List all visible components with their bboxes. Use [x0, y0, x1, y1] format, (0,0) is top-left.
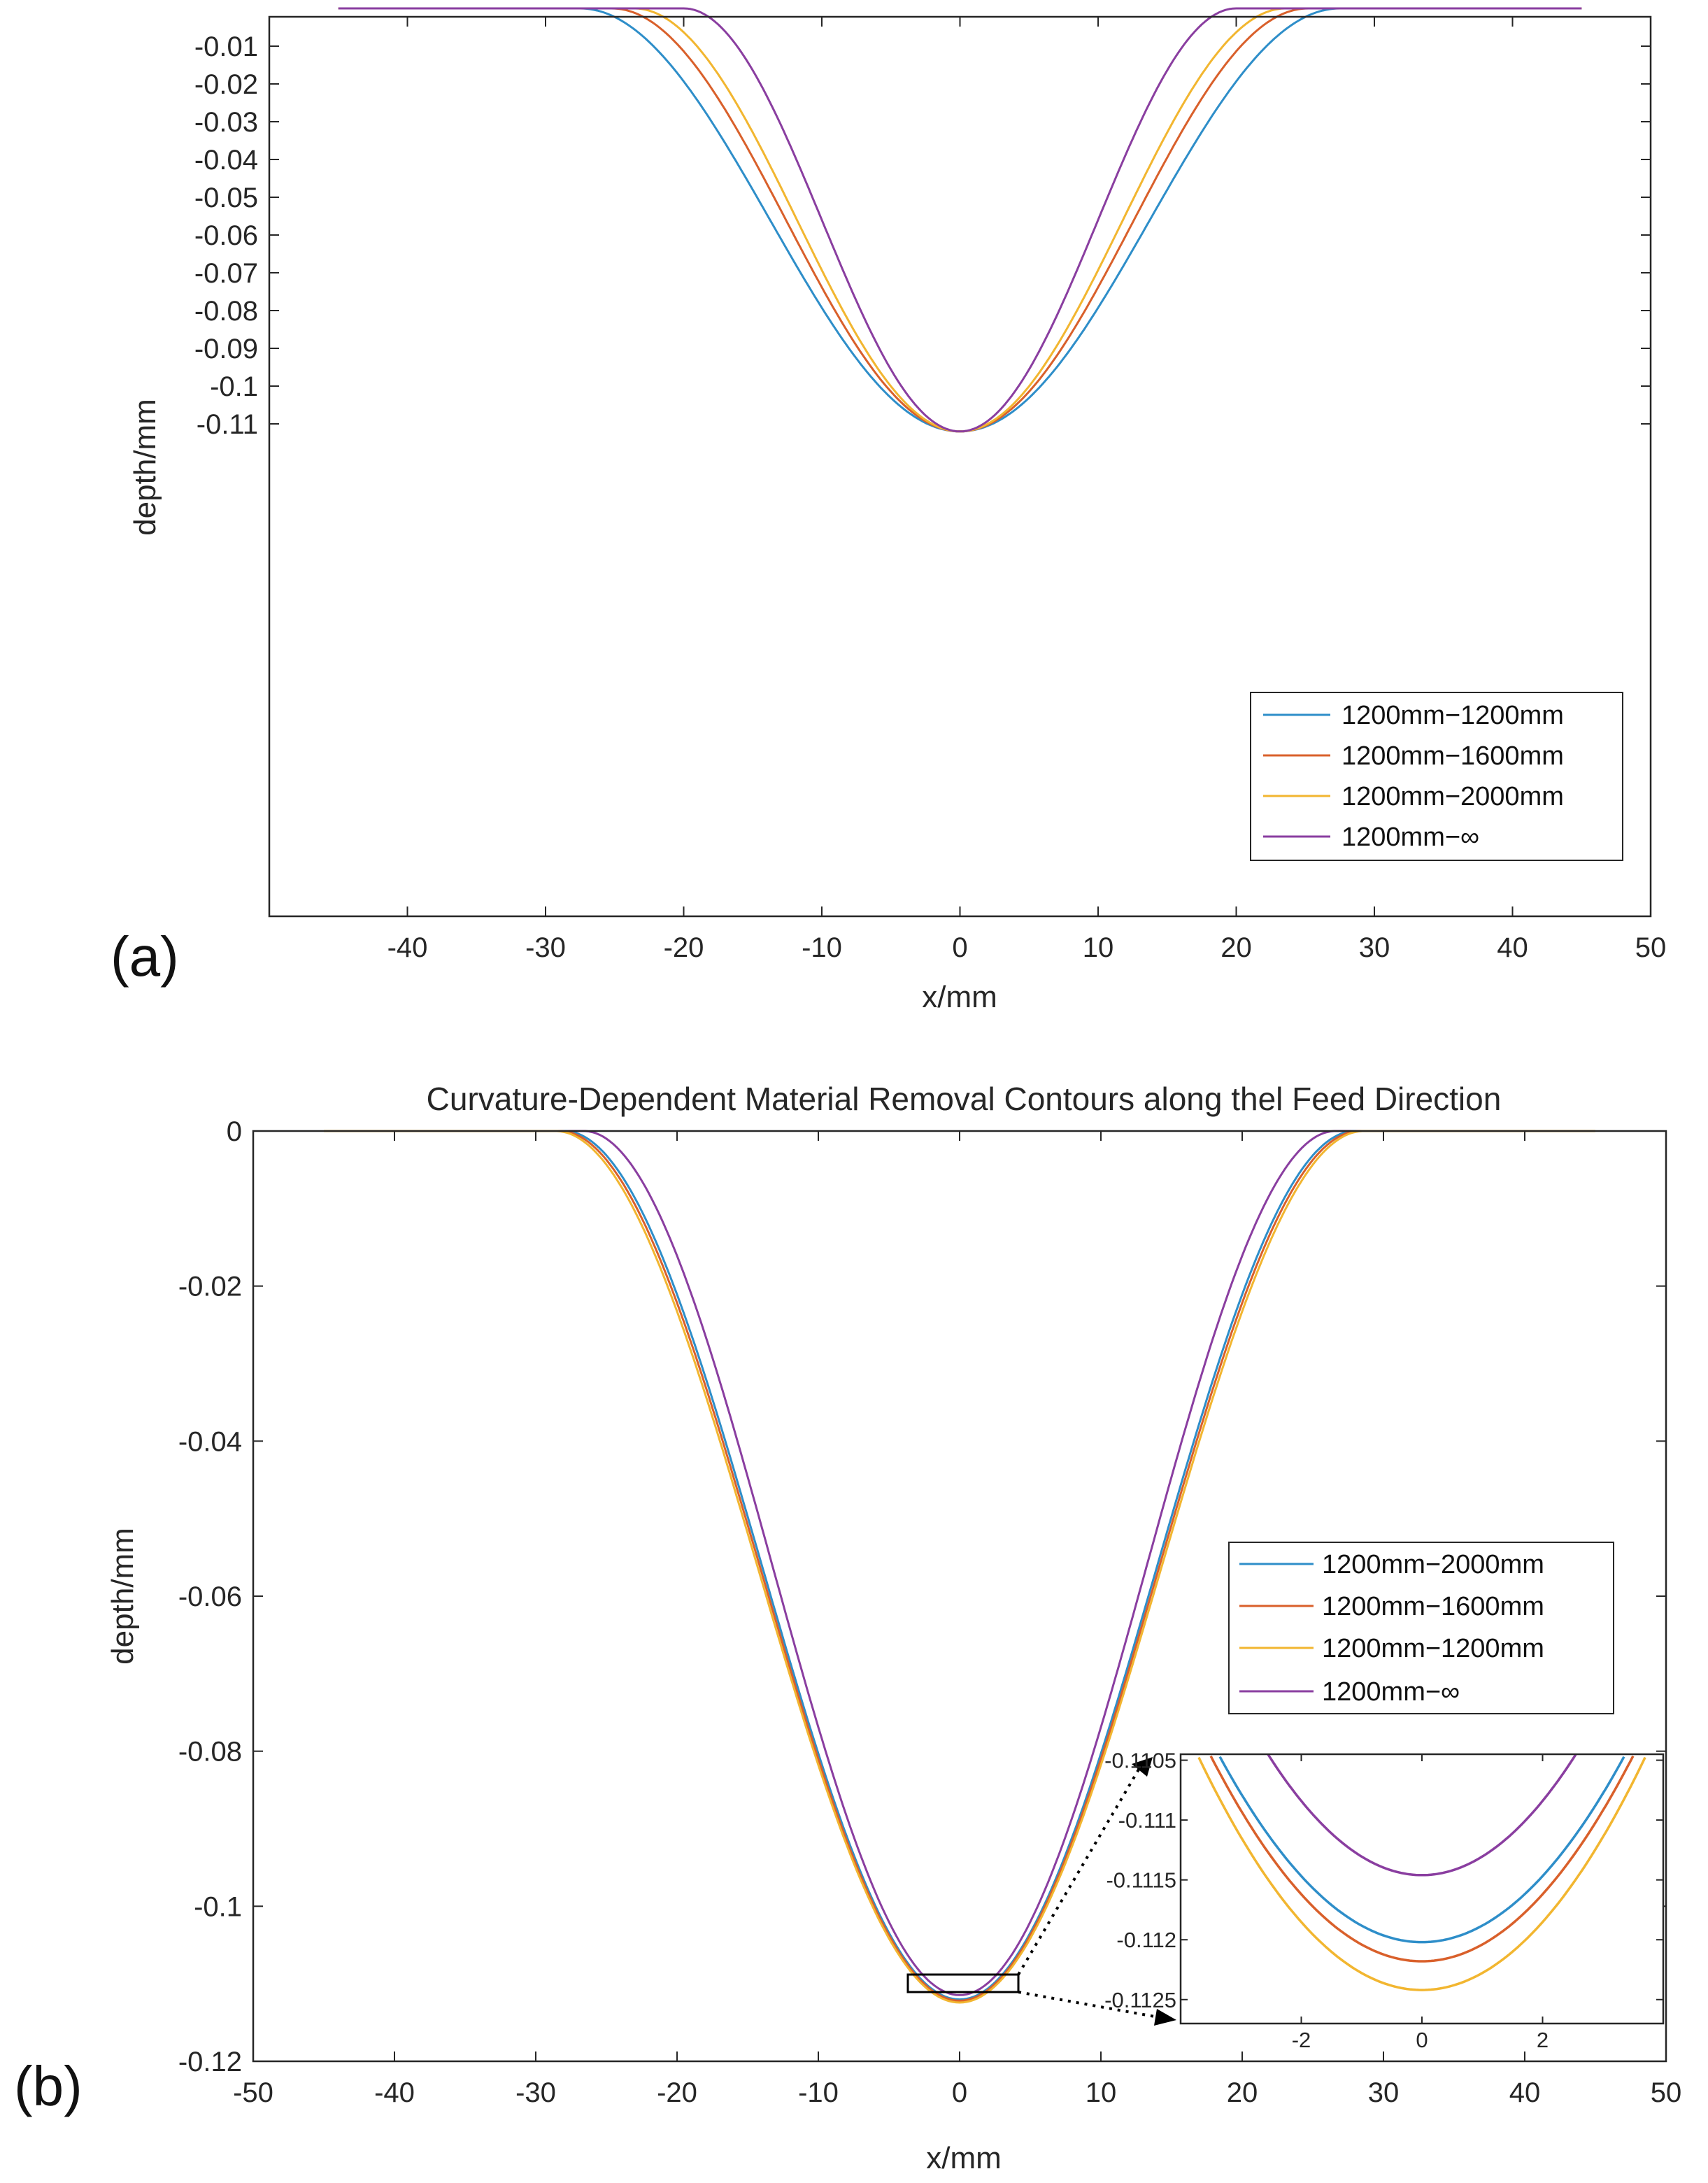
panel-a-ticks: -40 -30 -20 -10 0 10 20 30 40 50 -0.01 -0.02 -0.03 -0… — [194, 17, 1666, 963]
y-tick-label-a-3: -0.04 — [194, 145, 258, 176]
inset-zoom-plot: -2 0 2 -0.1105 -0.111 -0.1115 -0.112 -0.1125 — [1104, 1749, 1665, 2052]
inset-y-tick-label-0: -0.1105 — [1104, 1749, 1176, 1773]
x-tick-label-a-1: -30 — [525, 932, 566, 963]
inset-x-tick-label-1: 0 — [1416, 2028, 1428, 2052]
legend-a-label-3: 1200mm−2000mm — [1342, 782, 1564, 811]
x-tick-label-a-3: -10 — [802, 932, 842, 963]
panel-b: Curvature-Dependent Material Removal Con… — [14, 1081, 1681, 2175]
legend-a-label-1: 1200mm−1200mm — [1342, 701, 1564, 730]
panel-a: -40 -30 -20 -10 0 10 20 30 40 50 -0.01 -0.02 -0.03 -0… — [111, 7, 1666, 1014]
y-tick-label-a-4: -0.05 — [194, 183, 258, 213]
x-tick-label-b-8: 30 — [1368, 2077, 1400, 2108]
panel-a-series-group — [338, 7, 1582, 433]
inset-plot-area — [1181, 1754, 1663, 2024]
y-tick-label-a-6: -0.07 — [194, 258, 258, 289]
panel-b-label: (b) — [14, 2055, 83, 2117]
panel-a-legend: 1200mm−1200mm 1200mm−1600mm 1200mm−2000m… — [1250, 692, 1623, 861]
x-tick-label-b-10: 50 — [1651, 2077, 1682, 2108]
panel-b-xlabel: x/mm — [926, 2141, 1002, 2175]
x-tick-label-a-7: 30 — [1359, 932, 1390, 963]
y-tick-label-a-0: -0.01 — [194, 31, 258, 62]
zoom-arrow-upper-head — [1132, 1757, 1153, 1777]
legend-b-label-3: 1200mm−1200mm — [1322, 1634, 1544, 1663]
panel-a-ylabel: depth/mm — [128, 399, 162, 536]
y-tick-label-b-2: -0.04 — [178, 1426, 242, 1457]
zoom-box — [906, 1973, 1020, 1993]
inset-series-group — [1197, 1754, 1646, 1991]
x-tick-label-b-1: -40 — [374, 2077, 415, 2108]
panel-a-xlabel: x/mm — [922, 980, 997, 1014]
y-tick-label-b-0: 0 — [227, 1116, 242, 1147]
x-tick-label-a-9: 50 — [1635, 932, 1667, 963]
panel-a-label: (a) — [111, 925, 179, 988]
x-tick-label-a-8: 40 — [1497, 932, 1528, 963]
y-tick-label-a-9: -0.1 — [210, 371, 258, 402]
inset-x-tick-label-2: 2 — [1537, 2028, 1549, 2052]
inset-x-tick-label-0: -2 — [1292, 2028, 1311, 2052]
zoom-arrow-lower-head — [1154, 2009, 1176, 2026]
y-tick-label-b-4: -0.08 — [178, 1737, 242, 1768]
legend-b-label-4: 1200mm−∞ — [1322, 1677, 1460, 1707]
x-tick-label-b-5: 0 — [952, 2077, 967, 2108]
x-tick-label-b-7: 20 — [1227, 2077, 1258, 2108]
y-tick-label-a-5: -0.06 — [194, 220, 258, 251]
y-tick-label-b-6: -0.12 — [178, 2047, 242, 2077]
x-tick-label-a-0: -40 — [387, 932, 428, 963]
panel-b-ylabel: depth/mm — [106, 1528, 140, 1665]
x-tick-label-a-6: 20 — [1220, 932, 1252, 963]
y-tick-label-b-5: -0.1 — [194, 1891, 242, 1922]
legend-a-label-2: 1200mm−1600mm — [1342, 741, 1564, 771]
panel-b-ticks: -50 -40 -30 -20 -10 0 10 20 30 40 500-0.02-0.04-0.… — [178, 1116, 1681, 2108]
zoom-arrow-upper — [1017, 1763, 1143, 1976]
y-tick-label-a-2: -0.03 — [194, 107, 258, 138]
y-tick-label-a-10: -0.11 — [197, 409, 258, 440]
x-tick-label-a-5: 10 — [1083, 932, 1114, 963]
x-tick-label-a-4: 0 — [952, 932, 967, 963]
y-tick-label-b-3: -0.06 — [178, 1581, 242, 1612]
inset-series-line-1 — [1218, 1756, 1625, 1944]
legend-b-label-1: 1200mm−2000mm — [1322, 1550, 1544, 1579]
y-tick-label-b-1: -0.02 — [178, 1272, 242, 1302]
x-tick-label-b-3: -20 — [657, 2077, 697, 2108]
inset-ticks: -2 0 2 -0.1105 -0.111 -0.1115 -0.112 -0.1125 — [1104, 1749, 1663, 2052]
inset-y-tick-label-2: -0.1115 — [1106, 1868, 1176, 1893]
x-tick-label-b-2: -30 — [515, 2077, 556, 2108]
legend-a-label-4: 1200mm−∞ — [1342, 823, 1479, 852]
legend-b-label-2: 1200mm−1600mm — [1322, 1592, 1544, 1621]
y-tick-label-a-1: -0.02 — [194, 69, 258, 100]
panel-b-legend: 1200mm−2000mm 1200mm−1600mm 1200mm−1200m… — [1228, 1542, 1614, 1714]
x-tick-label-b-0: -50 — [233, 2077, 273, 2108]
y-tick-label-a-7: -0.08 — [194, 296, 258, 327]
inset-y-tick-label-3: -0.112 — [1116, 1928, 1176, 1952]
panel-a-legend-box — [1250, 692, 1623, 861]
inset-series-line-3 — [1197, 1756, 1646, 1991]
x-tick-label-b-6: 10 — [1086, 2077, 1117, 2108]
inset-y-tick-label-4: -0.1125 — [1104, 1988, 1176, 2012]
panel-b-title: Curvature-Dependent Material Removal Con… — [427, 1081, 1502, 1117]
inset-series-line-4 — [1267, 1754, 1577, 1877]
x-tick-label-b-4: -10 — [798, 2077, 839, 2108]
inset-series-line-2 — [1209, 1755, 1635, 1963]
x-tick-label-a-2: -20 — [664, 932, 704, 963]
y-tick-label-a-8: -0.09 — [194, 334, 258, 364]
inset-y-tick-label-1: -0.111 — [1118, 1808, 1176, 1833]
series-a-line-4 — [338, 7, 1582, 433]
x-tick-label-b-9: 40 — [1509, 2077, 1541, 2108]
panel-b-legend-box — [1228, 1542, 1614, 1714]
